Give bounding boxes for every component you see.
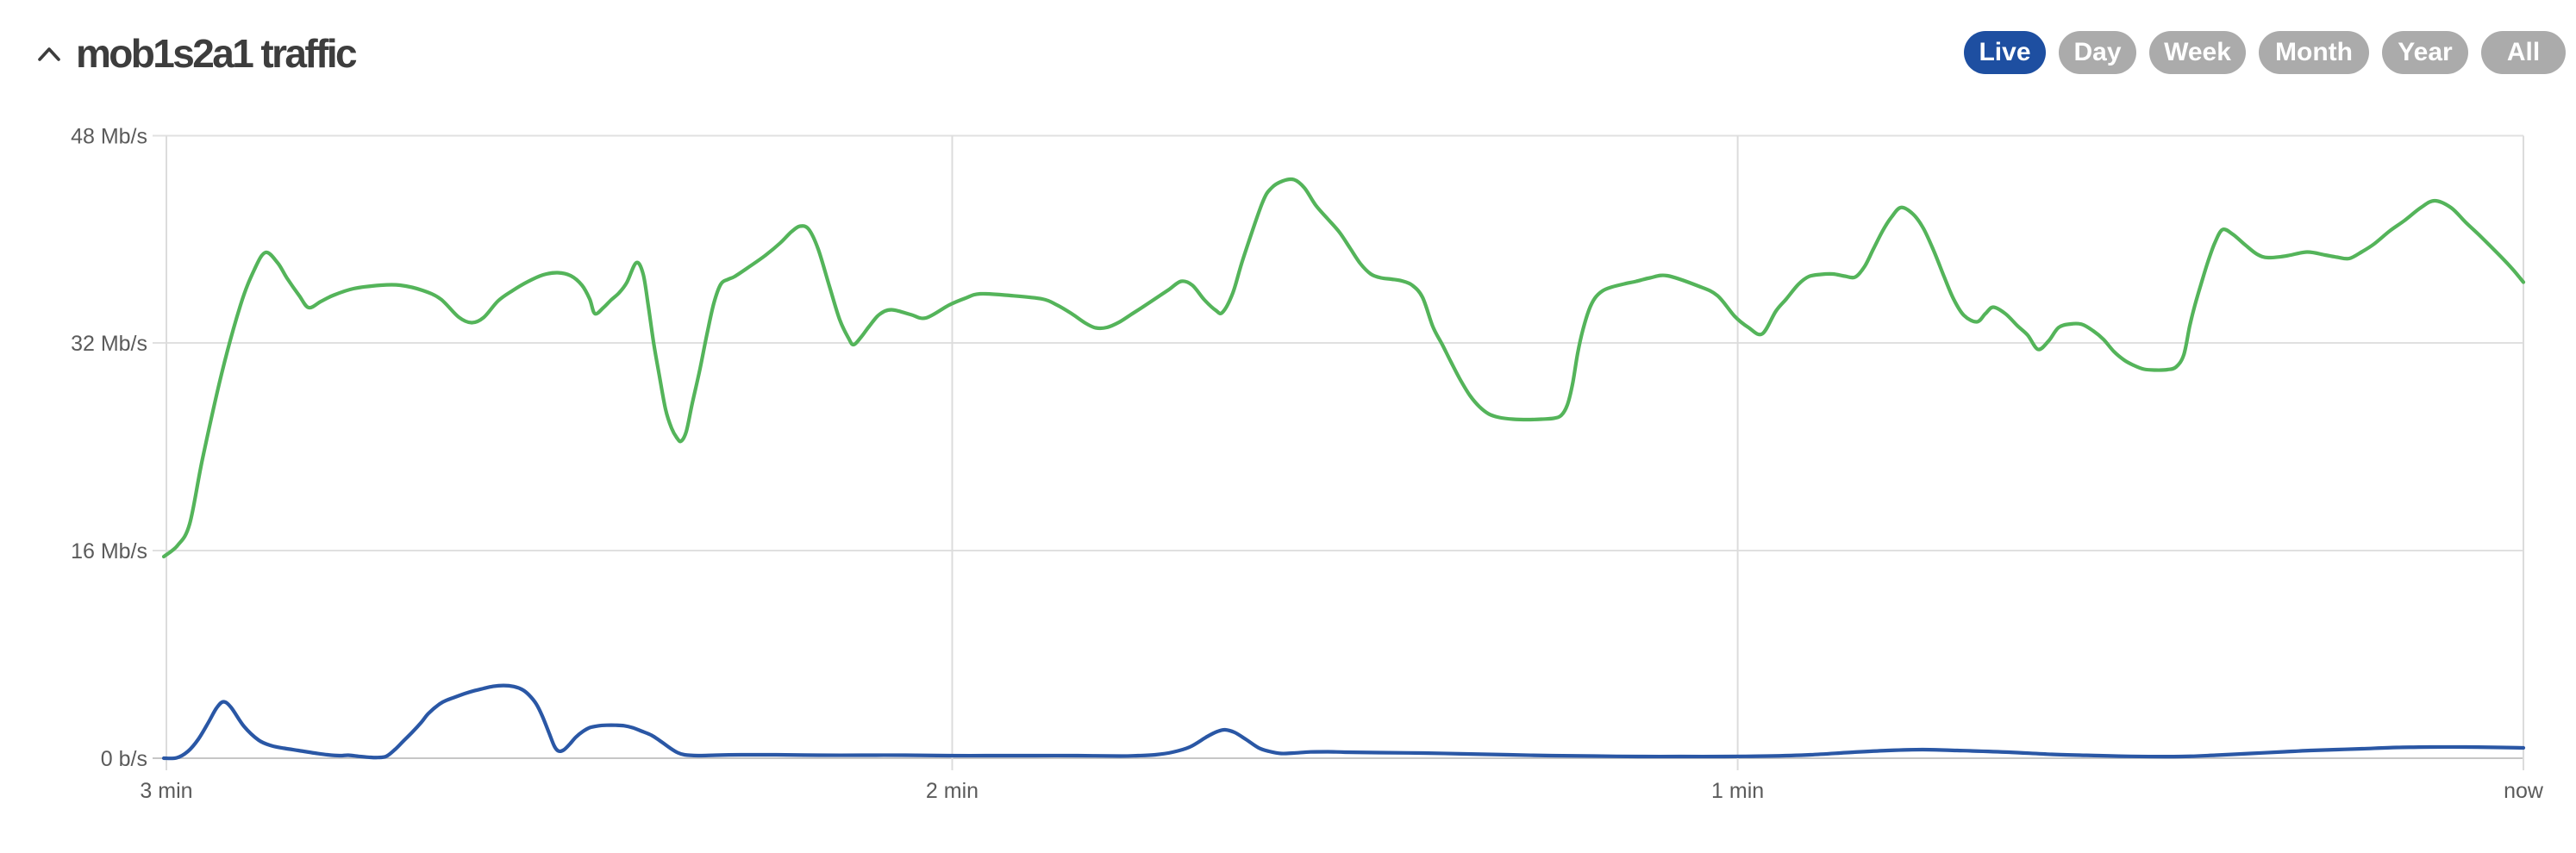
svg-text:3 min: 3 min [140, 779, 192, 803]
svg-text:48 Mb/s: 48 Mb/s [71, 125, 147, 149]
svg-text:16 Mb/s: 16 Mb/s [71, 539, 147, 563]
svg-text:1 min: 1 min [1711, 779, 1764, 803]
svg-text:now: now [2504, 779, 2544, 803]
svg-text:32 Mb/s: 32 Mb/s [71, 332, 147, 356]
svg-text:2 min: 2 min [926, 779, 979, 803]
svg-text:0 b/s: 0 b/s [101, 747, 147, 771]
